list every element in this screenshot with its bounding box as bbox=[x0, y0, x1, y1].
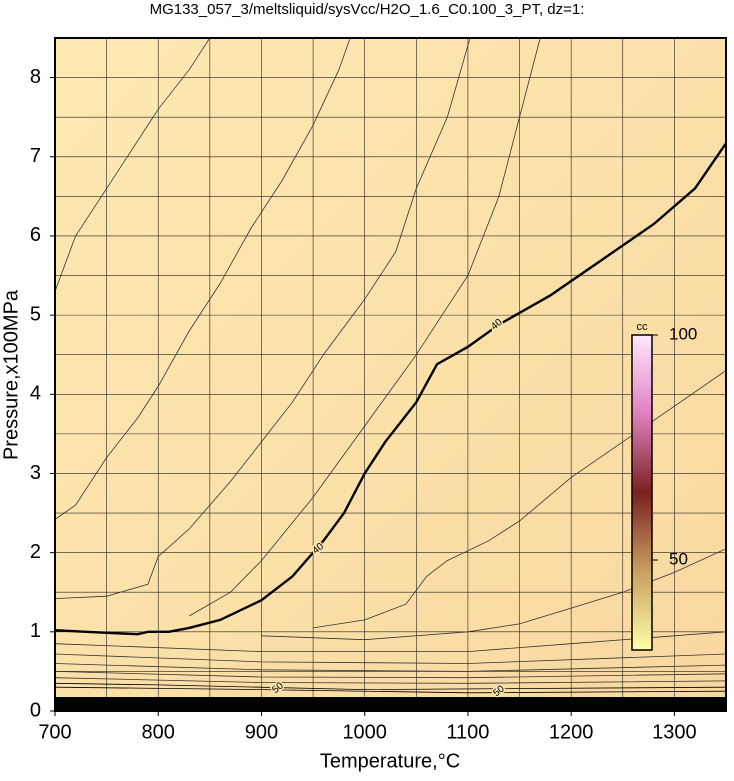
contour-line bbox=[55, 631, 726, 652]
contour-line bbox=[55, 663, 726, 672]
x-axis-label: Temperature,°C bbox=[320, 750, 460, 772]
contour-line bbox=[55, 142, 726, 636]
contour-line bbox=[55, 671, 726, 679]
colorbar-tick-label: 50 bbox=[669, 549, 688, 568]
contour-line bbox=[55, 677, 726, 684]
x-tick-label: 1200 bbox=[549, 721, 594, 743]
contour-line bbox=[55, 38, 211, 292]
colorbar-tick-label: 100 bbox=[669, 324, 697, 343]
y-tick-label: 7 bbox=[30, 145, 41, 167]
y-tick-label: 6 bbox=[30, 224, 41, 246]
contour-line bbox=[55, 653, 726, 664]
contour-line bbox=[55, 38, 471, 599]
y-tick-label: 2 bbox=[30, 541, 41, 563]
x-tick-label: 800 bbox=[142, 721, 175, 743]
y-tick-label: 4 bbox=[30, 383, 41, 405]
x-tick-label: 700 bbox=[38, 721, 71, 743]
x-tick-label: 1100 bbox=[446, 721, 489, 743]
x-tick-label: 900 bbox=[245, 721, 278, 743]
contour-line bbox=[55, 38, 351, 520]
colorbar bbox=[631, 334, 653, 651]
y-axis-label: Pressure,x100MPa bbox=[0, 289, 22, 460]
y-tick-label: 1 bbox=[30, 620, 41, 642]
y-tick-label: 3 bbox=[30, 462, 41, 484]
colorbar-label: cc bbox=[637, 321, 649, 333]
y-tick-label: 5 bbox=[30, 303, 41, 325]
contours bbox=[55, 38, 726, 694]
contour-line bbox=[261, 548, 726, 641]
dense-contour-band bbox=[55, 697, 726, 711]
chart-title: MG133_057_3/meltsliquid/sysVcc/H2O_1.6_C… bbox=[150, 1, 585, 18]
y-tick-label: 8 bbox=[30, 66, 41, 88]
plot-background bbox=[55, 38, 726, 711]
contour-line bbox=[55, 686, 726, 694]
x-tick-label: 1300 bbox=[652, 721, 697, 743]
plot-frame bbox=[54, 37, 727, 712]
grid bbox=[55, 38, 726, 711]
contour-line bbox=[55, 682, 726, 691]
y-tick-label: 0 bbox=[30, 699, 41, 721]
x-tick-label: 1000 bbox=[342, 721, 387, 743]
contour-line bbox=[189, 38, 541, 617]
